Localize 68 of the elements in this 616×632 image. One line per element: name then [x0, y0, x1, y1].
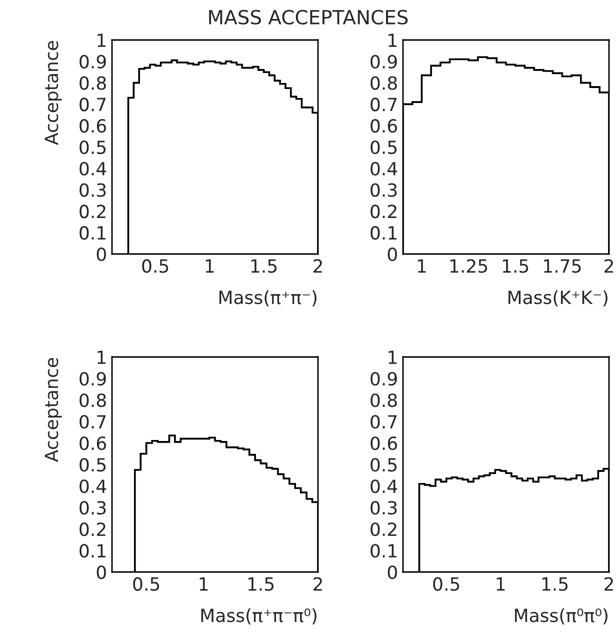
chart-title: MASS ACCEPTANCES — [209, 10, 408, 25]
y-axis-title: Acceptance — [44, 40, 62, 145]
y-tick-label: 0.9 — [370, 54, 397, 69]
y-tick-label: 0.5 — [370, 140, 397, 154]
x-axis-title: Mass(π⁺π⁻) — [219, 290, 316, 306]
y-tick-label: 0.4 — [370, 162, 398, 176]
x-tick-label: 1 — [496, 577, 505, 591]
x-tick-label: 0.5 — [433, 577, 460, 591]
y-tick-label: 0.9 — [80, 54, 106, 69]
y-tick-label: 0.5 — [80, 458, 106, 472]
x-axis-title: Mass(K⁺K⁻) — [508, 290, 608, 306]
x-tick-label: 1.25 — [450, 259, 488, 273]
y-tick-label: 0 — [96, 247, 106, 262]
y-tick-label: 0.2 — [80, 204, 106, 218]
y-tick-label: 1 — [388, 34, 396, 47]
x-tick-label: 1 — [206, 259, 214, 273]
x-tick-label: 1 — [418, 259, 426, 273]
y-tick-label: 0.1 — [370, 226, 396, 240]
y-tick-label: 0 — [388, 565, 397, 580]
y-tick-label: 0.2 — [370, 522, 396, 536]
y-tick-label: 0.8 — [370, 393, 397, 408]
y-tick-label: 0.4 — [80, 162, 106, 176]
y-tick-label: 0.6 — [370, 119, 398, 133]
y-tick-label: 0.7 — [80, 414, 106, 429]
x-tick-label: 1.5 — [502, 259, 528, 273]
x-tick-label: 0.5 — [133, 577, 160, 591]
x-tick-label: 1.5 — [248, 577, 274, 591]
y-tick-label: 0 — [388, 247, 397, 262]
y-tick-label: 0.3 — [370, 500, 397, 515]
y-tick-label: 1 — [98, 350, 106, 364]
x-tick-label: 2 — [314, 577, 322, 591]
y-tick-label: 0.9 — [370, 372, 397, 386]
x-tick-label: 0.5 — [142, 259, 168, 273]
y-tick-label: 1 — [388, 350, 396, 364]
y-tick-label: 1 — [98, 34, 106, 47]
y-tick-label: 0.8 — [370, 76, 397, 90]
x-tick-label: 2 — [604, 259, 613, 273]
y-axis-title: Acceptance — [44, 358, 62, 462]
y-tick-label: 0.2 — [370, 204, 396, 218]
y-tick-label: 0.6 — [80, 436, 106, 450]
y-tick-label: 0.1 — [80, 226, 106, 240]
x-tick-label: 1.5 — [251, 259, 277, 273]
y-tick-label: 0.7 — [80, 98, 106, 112]
y-tick-label: 0.3 — [80, 183, 106, 197]
y-tick-label: 0.3 — [370, 183, 397, 197]
y-tick-label: 0.8 — [80, 393, 106, 408]
x-tick-label: 1.5 — [542, 577, 568, 591]
y-tick-label: 0.6 — [80, 119, 106, 133]
y-tick-label: 0.1 — [80, 544, 106, 558]
y-tick-label: 0.9 — [80, 372, 106, 386]
y-tick-label: 0.7 — [370, 98, 397, 112]
y-tick-label: 0.5 — [80, 140, 106, 154]
y-tick-label: 0.2 — [80, 522, 106, 536]
y-tick-label: 0.1 — [370, 544, 396, 558]
x-axis-title: Mass(π⁺π⁻π⁰) — [201, 608, 316, 624]
x-axis-title: Mass(π⁰π⁰) — [515, 608, 608, 624]
y-tick-label: 0.6 — [370, 436, 398, 450]
y-tick-label: 0.8 — [80, 76, 106, 90]
x-tick-label: 1 — [200, 577, 208, 591]
x-tick-label: 2 — [314, 259, 322, 273]
y-tick-label: 0 — [96, 565, 106, 580]
y-tick-label: 0.5 — [370, 458, 397, 472]
y-tick-label: 0.4 — [370, 479, 398, 494]
y-tick-label: 0.4 — [80, 479, 106, 494]
x-tick-label: 2 — [604, 577, 613, 591]
y-tick-label: 0.3 — [80, 500, 106, 515]
x-tick-label: 1.75 — [544, 259, 581, 273]
y-tick-label: 0.7 — [370, 414, 397, 429]
